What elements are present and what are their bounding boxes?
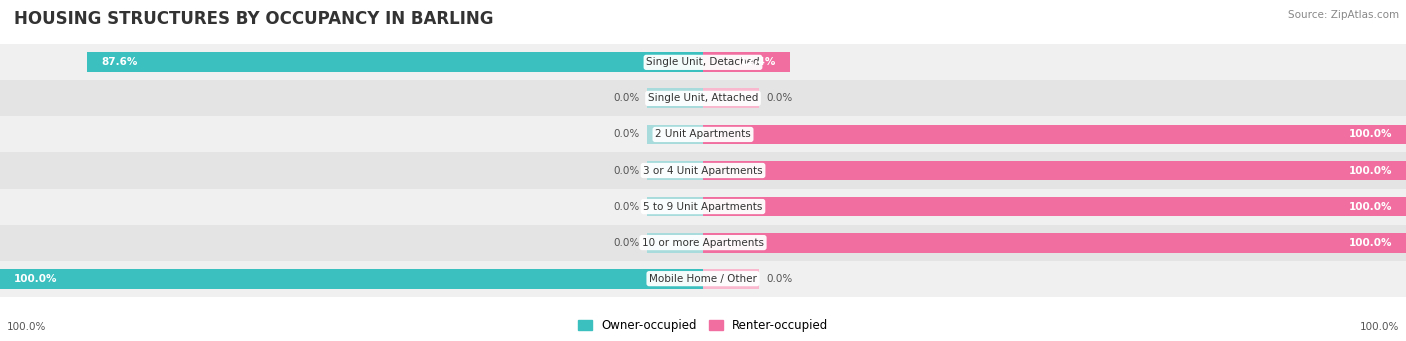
Bar xyxy=(703,124,1406,144)
Bar xyxy=(0,189,1406,225)
Text: 5 to 9 Unit Apartments: 5 to 9 Unit Apartments xyxy=(644,202,762,211)
Bar xyxy=(0,269,703,288)
Text: HOUSING STRUCTURES BY OCCUPANCY IN BARLING: HOUSING STRUCTURES BY OCCUPANCY IN BARLI… xyxy=(14,10,494,28)
Bar xyxy=(647,124,703,144)
Text: 0.0%: 0.0% xyxy=(613,93,640,103)
Text: 0.0%: 0.0% xyxy=(613,165,640,176)
Text: 0.0%: 0.0% xyxy=(766,273,793,284)
Bar xyxy=(0,152,1406,189)
Bar xyxy=(0,44,1406,80)
Text: 100.0%: 100.0% xyxy=(1348,238,1392,248)
Text: 2 Unit Apartments: 2 Unit Apartments xyxy=(655,130,751,139)
Bar xyxy=(703,269,759,288)
Bar xyxy=(0,116,1406,152)
Text: 100.0%: 100.0% xyxy=(1348,130,1392,139)
Bar xyxy=(0,80,1406,116)
Text: 100.0%: 100.0% xyxy=(14,273,58,284)
Text: Source: ZipAtlas.com: Source: ZipAtlas.com xyxy=(1288,10,1399,20)
Text: Mobile Home / Other: Mobile Home / Other xyxy=(650,273,756,284)
Text: 100.0%: 100.0% xyxy=(1348,202,1392,211)
Text: 0.0%: 0.0% xyxy=(613,130,640,139)
Text: 100.0%: 100.0% xyxy=(7,322,46,332)
Bar xyxy=(647,89,703,108)
Text: 100.0%: 100.0% xyxy=(1348,165,1392,176)
Text: 87.6%: 87.6% xyxy=(101,57,138,68)
Bar xyxy=(703,161,1406,180)
Bar xyxy=(0,261,1406,297)
Bar xyxy=(703,233,1406,252)
Text: 12.4%: 12.4% xyxy=(740,57,776,68)
Text: 0.0%: 0.0% xyxy=(613,202,640,211)
Bar xyxy=(647,233,703,252)
Text: 0.0%: 0.0% xyxy=(613,238,640,248)
Bar xyxy=(703,197,1406,217)
Text: 100.0%: 100.0% xyxy=(1360,322,1399,332)
Text: 0.0%: 0.0% xyxy=(766,93,793,103)
Bar xyxy=(87,53,703,72)
Bar xyxy=(647,161,703,180)
Bar xyxy=(647,197,703,217)
Bar xyxy=(703,53,790,72)
Legend: Owner-occupied, Renter-occupied: Owner-occupied, Renter-occupied xyxy=(578,319,828,332)
Text: 10 or more Apartments: 10 or more Apartments xyxy=(643,238,763,248)
Bar xyxy=(703,89,759,108)
Bar xyxy=(0,225,1406,261)
Text: 3 or 4 Unit Apartments: 3 or 4 Unit Apartments xyxy=(643,165,763,176)
Text: Single Unit, Attached: Single Unit, Attached xyxy=(648,93,758,103)
Text: Single Unit, Detached: Single Unit, Detached xyxy=(647,57,759,68)
